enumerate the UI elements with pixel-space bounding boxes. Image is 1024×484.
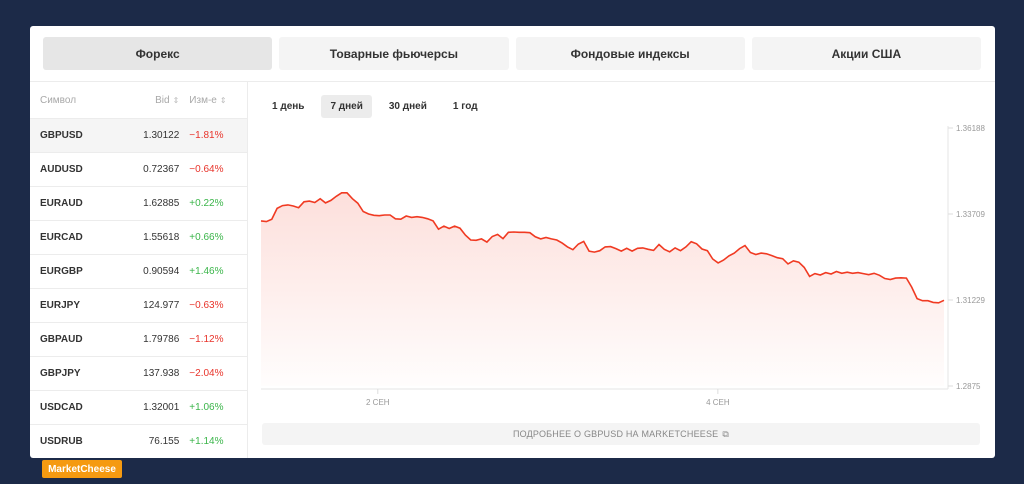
tab-commodity-futures[interactable]: Товарные фьючерсы (279, 37, 509, 70)
header-change[interactable]: Изм-е ⇕ (179, 95, 247, 106)
marketcheese-logo[interactable]: MarketCheese (42, 460, 122, 478)
x-tick-label: 2 СЕН (366, 398, 390, 407)
tab-stock-indices[interactable]: Фондовые индексы (515, 37, 745, 70)
bid-cell: 0.72367 (143, 164, 180, 175)
market-tabs: Форекс Товарные фьючерсы Фондовые индекс… (43, 37, 981, 70)
header-bid[interactable]: Bid ⇕ (130, 94, 180, 106)
sort-icon: ⇕ (219, 95, 227, 105)
x-tick-label: 4 СЕН (706, 398, 730, 407)
change-cell: −0.63% (189, 300, 224, 311)
period-30-days[interactable]: 30 дней (388, 101, 427, 112)
y-tick-label: 1.33709 (956, 210, 985, 219)
symbol-cell: AUDUSD (40, 164, 83, 175)
table-row[interactable]: GBPAUD 1.79786 −1.12% (30, 323, 247, 357)
sort-icon: ⇕ (172, 95, 180, 105)
symbol-cell: USDCAD (40, 402, 83, 413)
more-link[interactable]: ПОДРОБНЕЕ О GBPUSD НА MARKETCHEESE ⧉ (262, 423, 980, 445)
chart-area-fill (261, 192, 944, 386)
more-link-label: ПОДРОБНЕЕ О GBPUSD НА MARKETCHEESE (512, 429, 719, 439)
table-row[interactable]: EURJPY 124.977 −0.63% (30, 289, 247, 323)
quotes-table: Символ Bid ⇕ Изм-е ⇕ GBPUSD 1.30122 −1.81% AU… (30, 82, 248, 458)
bid-cell: 124.977 (143, 300, 180, 311)
divider (30, 81, 995, 82)
y-tick-label: 1.31229 (956, 296, 985, 305)
change-cell: +1.06% (189, 402, 224, 413)
change-cell: −1.81% (189, 130, 224, 141)
table-row[interactable]: EURAUD 1.62885 +0.22% (30, 187, 247, 221)
symbol-cell: EURGBP (40, 266, 83, 277)
period-7-days[interactable]: 7 дней (321, 95, 372, 118)
table-body: GBPUSD 1.30122 −1.81% AUDUSD 0.72367 −0.64% EU… (30, 119, 247, 458)
table-row[interactable]: AUDUSD 0.72367 −0.64% (30, 153, 247, 187)
forex-widget: Форекс Товарные фьючерсы Фондовые индекс… (30, 26, 995, 458)
y-tick-label: 1.2875 (956, 382, 981, 391)
bid-cell: 1.32001 (143, 402, 180, 413)
bid-cell: 1.62885 (143, 198, 180, 209)
table-row[interactable]: GBPJPY 137.938 −2.04% (30, 357, 247, 391)
bid-cell: 1.30122 (143, 130, 180, 141)
change-cell: +0.22% (189, 198, 224, 209)
symbol-cell: EURCAD (40, 232, 83, 243)
table-row[interactable]: GBPUSD 1.30122 −1.81% (30, 119, 247, 153)
symbol-cell: USDRUB (40, 436, 83, 447)
bid-cell: 76.155 (148, 436, 180, 447)
bid-cell: 1.55618 (143, 232, 180, 243)
bid-cell: 0.90594 (143, 266, 180, 277)
table-header: Символ Bid ⇕ Изм-е ⇕ (30, 82, 247, 119)
period-selector: 1 день 7 дней 30 дней 1 год (263, 95, 487, 118)
bid-cell: 137.938 (143, 368, 180, 379)
price-chart: 1.36188 1.33709 1.31229 1.2875 2 СЕН 4 СЕН (260, 124, 985, 407)
header-symbol: Символ (40, 94, 77, 106)
period-1-day[interactable]: 1 день (272, 101, 305, 112)
symbol-cell: GBPUSD (40, 130, 83, 141)
change-cell: +1.14% (189, 436, 224, 447)
symbol-cell: GBPJPY (40, 368, 81, 379)
change-cell: −0.64% (189, 164, 224, 175)
symbol-cell: EURAUD (40, 198, 83, 209)
table-row[interactable]: EURCAD 1.55618 +0.66% (30, 221, 247, 255)
change-cell: −2.04% (189, 368, 224, 379)
chart-series-line (260, 192, 945, 304)
bid-cell: 1.79786 (143, 334, 180, 345)
header-change-label: Изм-е (189, 94, 217, 106)
tab-forex[interactable]: Форекс (43, 37, 273, 70)
symbol-cell: GBPAUD (40, 334, 83, 345)
tab-us-stocks[interactable]: Акции США (751, 37, 981, 70)
table-row[interactable]: USDCAD 1.32001 +1.06% (30, 391, 247, 425)
external-link-icon: ⧉ (722, 428, 730, 439)
change-cell: +1.46% (189, 266, 224, 277)
change-cell: −1.12% (189, 334, 224, 345)
header-bid-label: Bid (155, 94, 170, 106)
period-1-year[interactable]: 1 год (452, 101, 478, 112)
table-row[interactable]: EURGBP 0.90594 +1.46% (30, 255, 247, 289)
table-row[interactable]: USDRUB 76.155 +1.14% (30, 425, 247, 458)
y-tick-label: 1.36188 (956, 124, 985, 133)
change-cell: +0.66% (189, 232, 224, 243)
symbol-cell: EURJPY (40, 300, 81, 311)
